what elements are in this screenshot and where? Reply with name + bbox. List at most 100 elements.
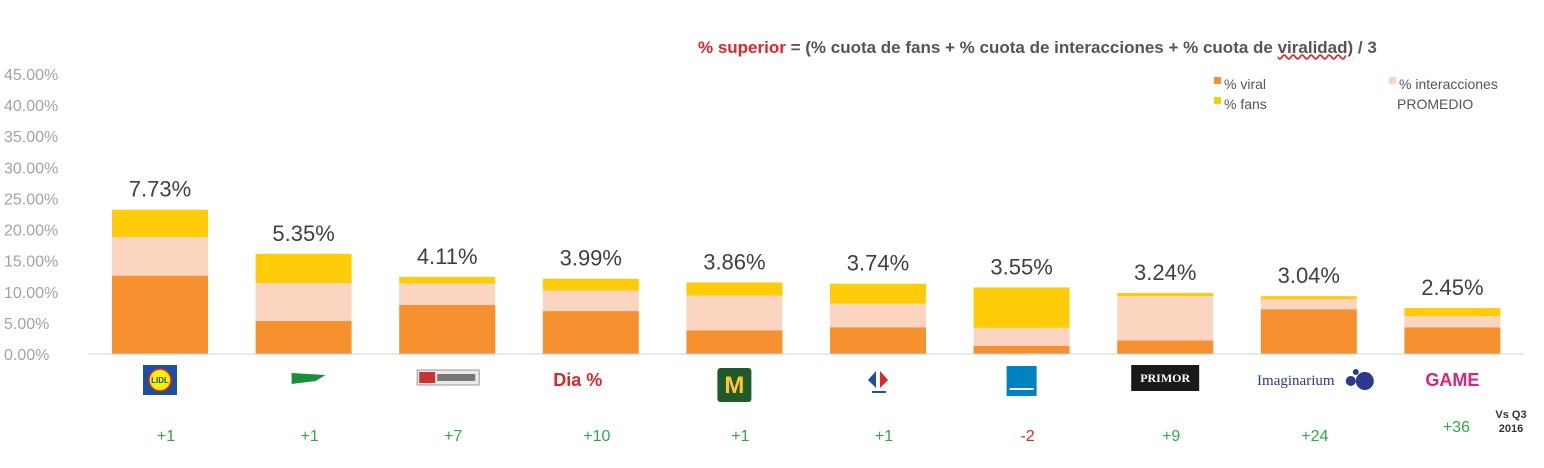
rank-change-decathlon: -2	[1020, 428, 1034, 445]
rank-change-primor: +9	[1162, 428, 1180, 445]
y-tick-label: 35.00%	[4, 129, 58, 146]
bar-interacciones-decathlon	[973, 327, 1070, 346]
legend-promedio: PROMEDIO	[1397, 96, 1474, 112]
formula-viralidad: viralidad)	[1277, 38, 1354, 57]
rank-change-el-corte-ingl-s: +1	[300, 428, 318, 445]
brand-logo-carrefour	[868, 371, 888, 393]
brand-logo-dia: Dia %	[553, 370, 602, 390]
bar-viral-imaginarium	[1260, 309, 1357, 354]
value-label-dia: 3.99%	[560, 246, 622, 271]
bar-fans-dia	[542, 278, 639, 291]
bar-fans-eroski	[399, 276, 496, 284]
value-label-game: 2.45%	[1421, 275, 1483, 300]
bar-fans-decathlon	[973, 287, 1070, 328]
brand-logo-imaginarium: Imaginarium	[1257, 369, 1374, 390]
vs-line2: 2016	[1498, 423, 1524, 435]
brand-logo-el-corte-ingl-s	[291, 373, 326, 384]
bar-fans-lidl	[112, 209, 208, 238]
brand-logos: LIDL Dia % M PRIMOR Imaginarium GAME	[143, 365, 1479, 402]
brand-logo-lidl: LIDL	[143, 365, 177, 395]
value-label-imaginarium: 3.04%	[1278, 263, 1340, 288]
brand-text-imaginarium: Imaginarium	[1257, 373, 1335, 389]
bar-viral-carrefour	[830, 327, 926, 354]
bar-fans-el-corte-ingl-s	[255, 253, 352, 284]
y-tick-label: 0.00%	[4, 347, 49, 364]
value-label-primor: 3.24%	[1134, 260, 1196, 285]
brand-logo-mcdonald-s: M	[717, 368, 752, 402]
rank-change-game: +36	[1443, 419, 1470, 436]
legend-label-fans: % fans	[1224, 96, 1267, 112]
rank-change-imaginarium: +24	[1301, 428, 1328, 445]
value-label-el-corte-ingl-s: 5.35%	[272, 221, 334, 246]
y-tick-label: 25.00%	[4, 191, 58, 208]
bar-interacciones-mcdonald-s	[686, 295, 783, 331]
bar-fans-imaginarium	[1260, 296, 1357, 300]
y-axis: 0.00% 5.00% 10.00% 15.00% 20.00% 25.00% 30.00%…	[4, 67, 58, 364]
brand-text-primor: PRIMOR	[1140, 371, 1190, 385]
bar-fans-game	[1404, 307, 1501, 317]
bar-interacciones-el-corte-ingl-s	[255, 283, 352, 322]
bar-fans-mcdonald-s	[686, 282, 783, 296]
value-label-mcdonald-s: 3.86%	[703, 249, 765, 274]
brand-logo-primor: PRIMOR	[1131, 365, 1200, 391]
brand-text-lidl: LIDL	[151, 376, 169, 385]
formula-tail: / 3	[1353, 38, 1377, 57]
bar-fans-primor	[1117, 293, 1214, 297]
vs-line1: Vs Q3	[1495, 409, 1527, 421]
y-tick-label: 40.00%	[4, 98, 58, 115]
legend-item-fans: % fans	[1214, 96, 1267, 112]
y-tick-label: 10.00%	[4, 285, 58, 302]
brand-text-dia: Dia %	[553, 370, 602, 390]
y-tick-label: 30.00%	[4, 160, 58, 177]
rank-change-carrefour: +1	[875, 428, 893, 445]
legend-item-interacciones: % interacciones	[1389, 76, 1498, 92]
bar-interacciones-carrefour	[830, 303, 926, 328]
rank-change-lidl: +1	[157, 428, 175, 445]
y-tick-label: 20.00%	[4, 223, 58, 240]
y-tick-label: 45.00%	[4, 67, 58, 84]
brand-text-game: GAME	[1425, 370, 1479, 390]
bar-interacciones-dia	[542, 290, 639, 312]
rank-change-eroski: +7	[444, 428, 462, 445]
bar-viral-eroski	[399, 304, 496, 354]
brand-text-mcdonalds: M	[724, 372, 744, 399]
bar-viral-decathlon	[973, 345, 1070, 354]
value-label-eroski: 4.11%	[417, 244, 478, 269]
bar-viral-dia	[542, 311, 639, 354]
rank-changes: +1 +1 +7 +10 +1 +1 -2 +9 +24 +36	[157, 419, 1470, 445]
bars	[112, 209, 1501, 354]
value-label-lidl: 7.73%	[129, 177, 191, 202]
bar-interacciones-game	[1404, 316, 1501, 328]
rank-change-mcdonald-s: +1	[731, 428, 749, 445]
bar-fans-carrefour	[830, 283, 926, 304]
bar-viral-primor	[1117, 340, 1214, 354]
vs-q3-note: Vs Q3 2016	[1489, 408, 1533, 436]
bar-interacciones-eroski	[399, 283, 496, 305]
legend-label-viral: % viral	[1224, 76, 1267, 92]
legend-swatch-interacciones	[1389, 77, 1396, 84]
bar-viral-game	[1404, 327, 1501, 354]
y-tick-label: 15.00%	[4, 254, 58, 271]
legend-swatch-viral	[1214, 77, 1221, 84]
bar-interacciones-lidl	[112, 237, 208, 276]
brand-logo-game: GAME	[1425, 370, 1479, 390]
value-label-decathlon: 3.55%	[990, 254, 1052, 279]
y-tick-label: 5.00%	[4, 316, 49, 333]
value-labels: 7.73% 5.35% 4.11% 3.99% 3.86% 3.74% 3.55% 3.24%…	[129, 177, 1484, 300]
bar-interacciones-imaginarium	[1260, 299, 1357, 310]
legend-label-interacciones: % interacciones	[1399, 76, 1498, 92]
legend-swatch-fans	[1214, 97, 1221, 104]
value-label-carrefour: 3.74%	[847, 251, 909, 276]
brand-logo-decathlon	[1006, 366, 1037, 396]
bar-viral-el-corte-ingl-s	[255, 321, 352, 354]
bar-viral-lidl	[112, 275, 208, 354]
brand-logo-eroski	[416, 369, 480, 386]
bar-viral-mcdonald-s	[686, 330, 783, 354]
formula-highlight: % superior	[698, 38, 786, 57]
formula-body: = (% cuota de fans + % cuota de interacc…	[785, 38, 1278, 57]
rank-change-dia: +10	[583, 428, 610, 445]
legend-item-viral: % viral	[1214, 76, 1266, 92]
bar-interacciones-primor	[1117, 296, 1214, 341]
formula-text: % superior = (% cuota de fans + % cuota …	[698, 38, 1377, 58]
